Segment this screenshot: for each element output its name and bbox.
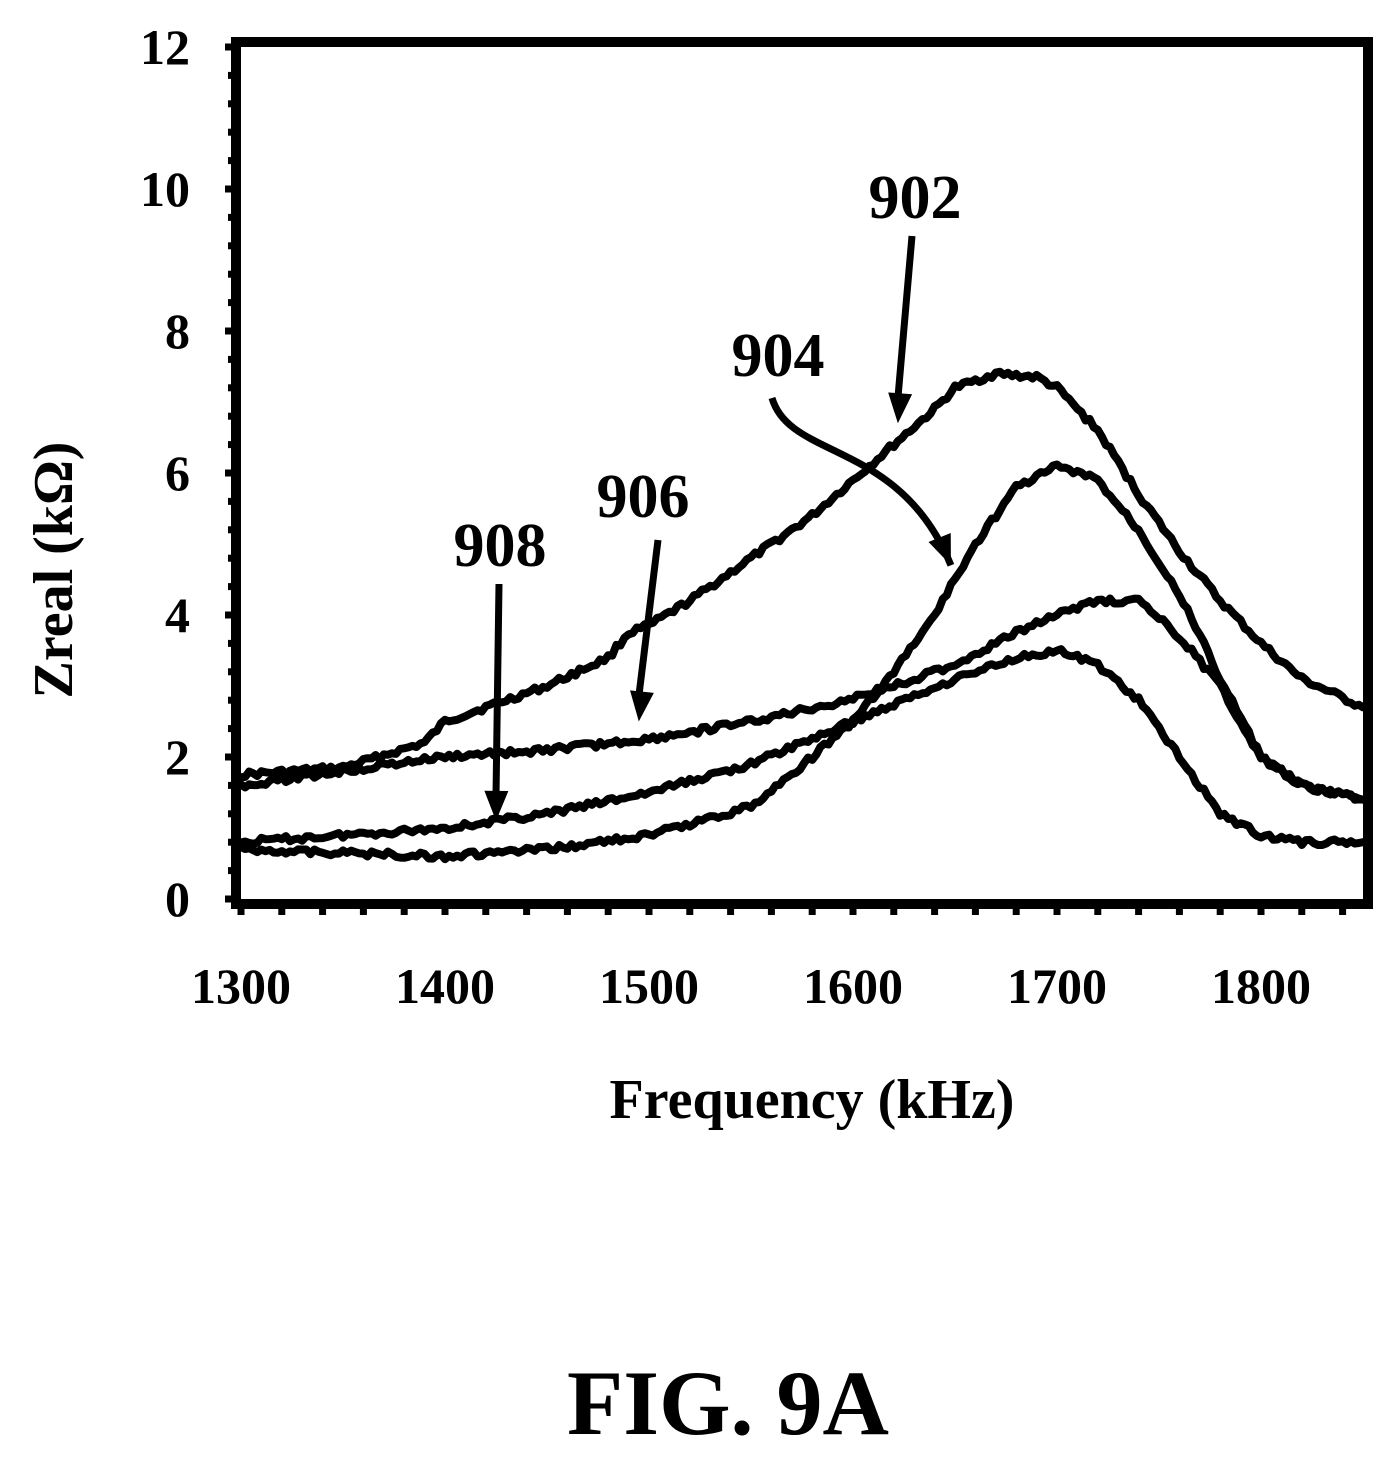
annotation-arrow-902 bbox=[894, 235, 916, 399]
annotation-arrow-904 bbox=[768, 396, 955, 567]
series-904-line bbox=[237, 460, 1367, 864]
annotation-label-904: 904 bbox=[732, 322, 825, 390]
annotation-arrow-908 bbox=[492, 583, 503, 796]
y-tick-label: 2 bbox=[165, 729, 190, 785]
tick-label-group: 0 2 4 6 8 10 12 1300 1400 1500 1600 1700 1800 bbox=[140, 19, 1311, 1014]
y-tick-label: 6 bbox=[165, 445, 190, 501]
annotation-arrow-head bbox=[630, 690, 654, 722]
annotation-label-908: 908 bbox=[454, 512, 547, 580]
annotation-arrow-head bbox=[928, 532, 951, 566]
annotation-label-902: 902 bbox=[869, 164, 962, 232]
annotation-group: 902 904 906 908 bbox=[454, 164, 962, 821]
y-axis-label: Zreal (kΩ) bbox=[23, 442, 85, 699]
annotation-label-906: 906 bbox=[597, 463, 690, 531]
annotation-arrow-head bbox=[888, 392, 913, 424]
series-902-line bbox=[237, 367, 1367, 782]
series-908-line bbox=[237, 645, 1367, 849]
y-tick-label: 10 bbox=[140, 161, 190, 217]
x-tick-label: 1800 bbox=[1211, 958, 1311, 1014]
annotation-arrow-906 bbox=[635, 539, 662, 697]
y-tick-label: 12 bbox=[140, 19, 190, 75]
plot-frame bbox=[231, 37, 1373, 909]
x-axis-label: Frequency (kHz) bbox=[610, 1069, 1015, 1131]
series-906-line bbox=[237, 594, 1367, 804]
x-tick-label: 1600 bbox=[803, 958, 903, 1014]
annotation-arrow-head bbox=[484, 790, 509, 821]
y-tick-label: 4 bbox=[165, 587, 190, 643]
figure-caption: FIG. 9A bbox=[567, 1352, 889, 1454]
y-tick-label: 8 bbox=[165, 303, 190, 359]
x-tick-label: 1500 bbox=[599, 958, 699, 1014]
x-tick-label: 1300 bbox=[191, 958, 291, 1014]
data-series-group bbox=[237, 367, 1367, 864]
x-tick-label: 1400 bbox=[395, 958, 495, 1014]
x-tick-label: 1700 bbox=[1007, 958, 1107, 1014]
y-tick-label: 0 bbox=[165, 871, 190, 927]
